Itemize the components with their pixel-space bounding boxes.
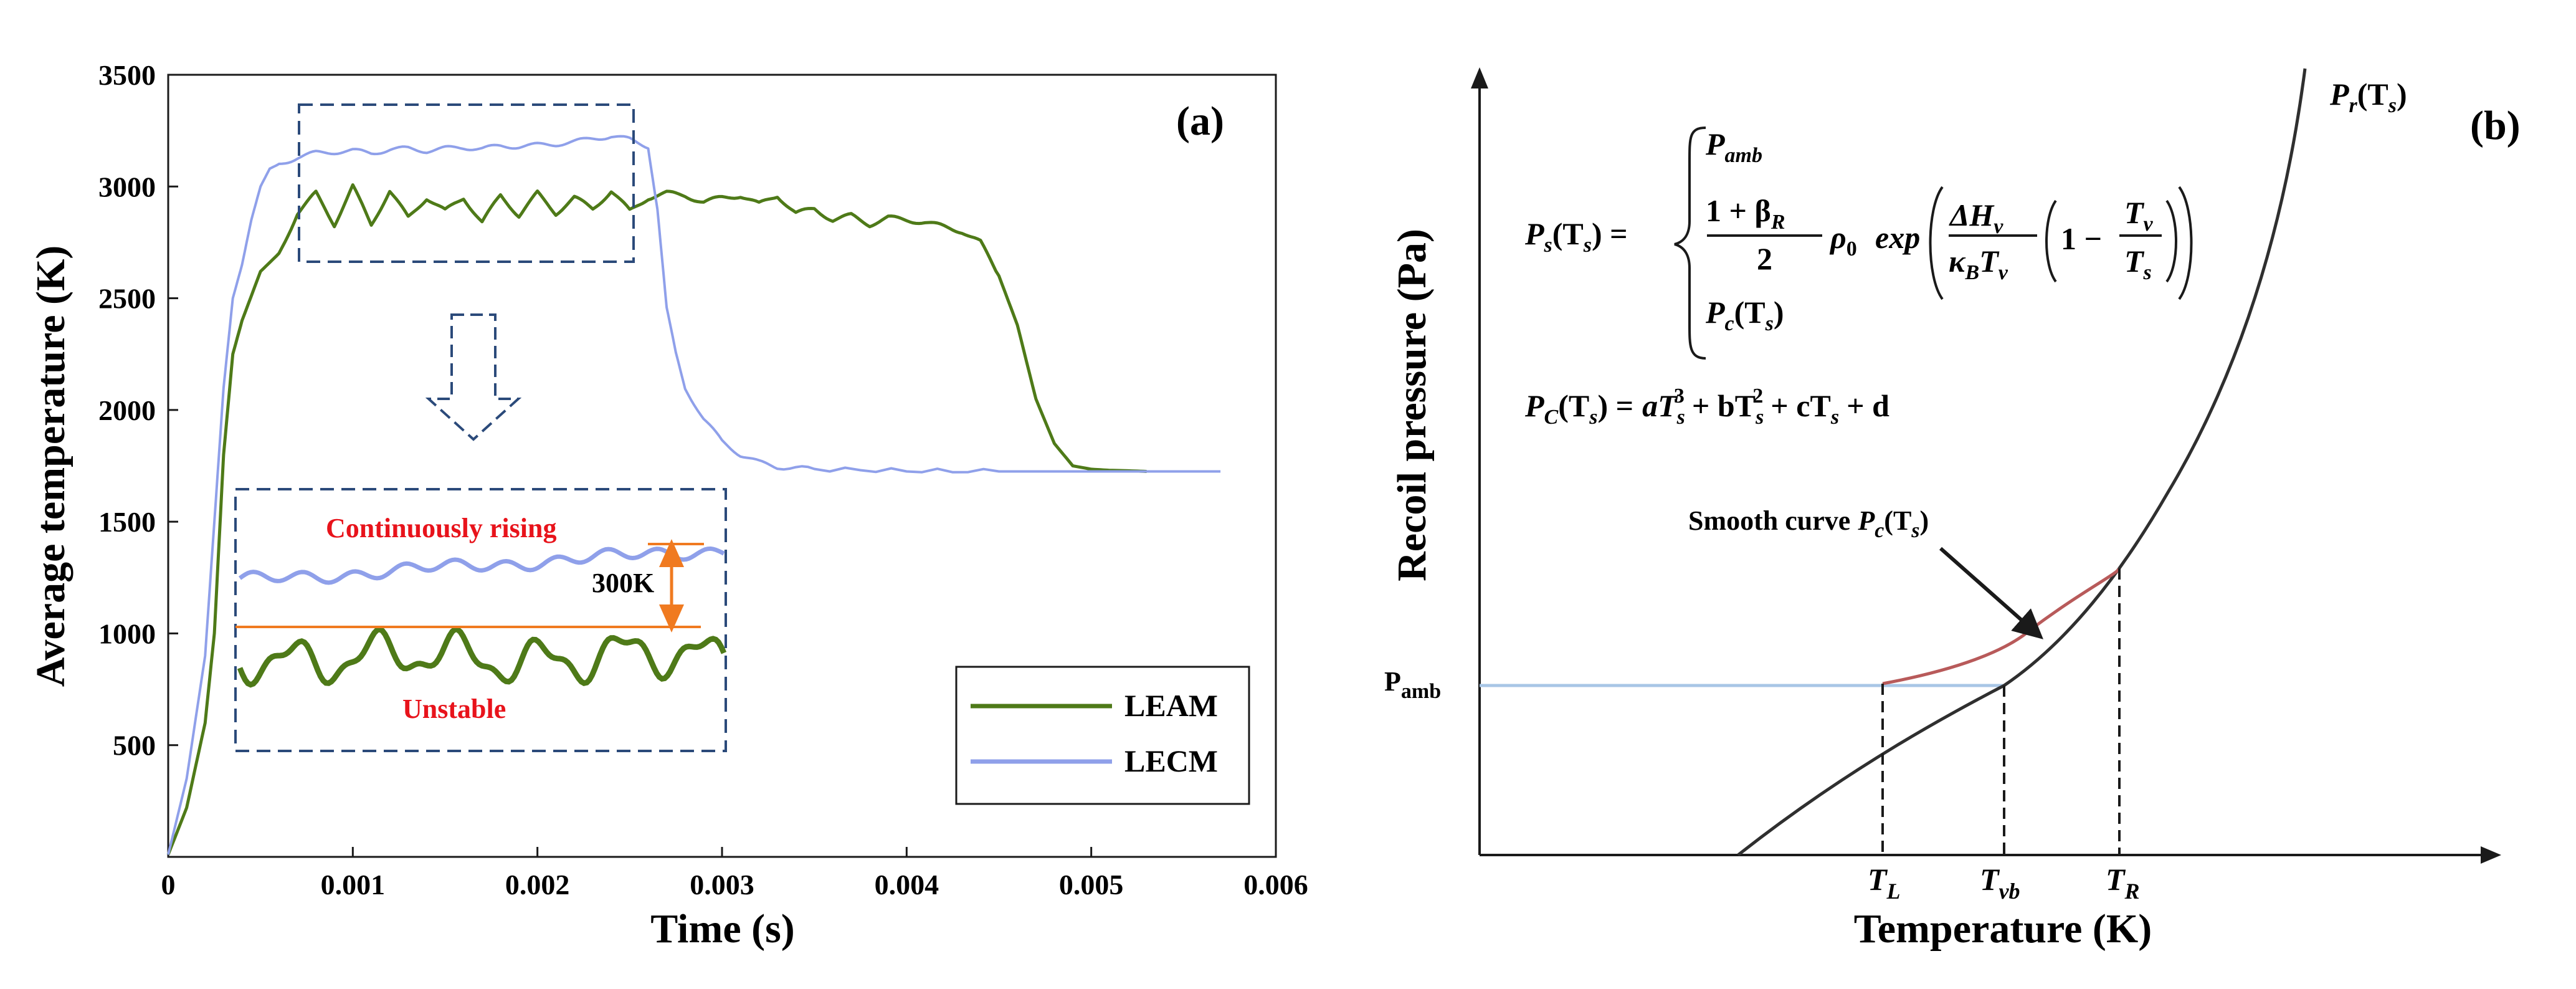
- eq-ps-lhs: Ps(Ts) =: [1524, 216, 1628, 257]
- eq-ps-inner-paren-right: [2165, 199, 2177, 283]
- panel-b-label: (b): [2470, 103, 2521, 148]
- eq-ps-case-2-exp: exp: [1875, 220, 1920, 255]
- eq-ps-outer-paren-right: [2178, 186, 2193, 300]
- y-tick-label-4: 2500: [98, 283, 156, 315]
- eq-ps-outer-paren-left: [1929, 186, 1944, 300]
- recoil-curve-label: Pr(Ts): [2329, 77, 2407, 117]
- eq-ps-inner-one-minus: 1 −: [2061, 221, 2102, 256]
- eq-ps-inner-denominator: κBTv: [1949, 244, 2008, 284]
- y-tick-label-5: 3000: [98, 171, 156, 203]
- x-tick-label-5: 0.005: [1059, 869, 1124, 901]
- eq-ps-frac2-numerator: Tv: [2124, 195, 2154, 236]
- t-l-label: TL: [1868, 862, 1901, 904]
- smooth-curve-label: Smooth curve Pc(Ts): [1688, 505, 1929, 542]
- t-r-label: TR: [2106, 862, 2140, 904]
- panel-b-y-arrow-icon: [1471, 67, 1488, 88]
- panel-a-zoom-inset: Continuously rising 300K Unstable: [234, 488, 727, 752]
- y-tick-label-2: 1500: [98, 506, 156, 538]
- zoom-inset-box: [234, 488, 727, 752]
- legend-label-leam: LEAM: [1124, 688, 1218, 723]
- eq-ps-case-3: Pc(Ts): [1705, 295, 1784, 335]
- x-tick-label-4: 0.004: [875, 869, 939, 901]
- equation-ps: Ps(Ts) = Pamb 1 + βR 2 ρ0 exp ΔHv κBTv 1…: [1524, 127, 2193, 360]
- eq-ps-case-2-rho: ρ0: [1829, 220, 1857, 260]
- y-tick-label-6: 3500: [98, 59, 156, 91]
- y-tick-label-0: 500: [113, 730, 156, 762]
- panel-a-y-ticks: 500 1000 1500 2000 2500 3000 3500: [98, 59, 178, 762]
- zoom-note-continuously-rising: Continuously rising: [326, 513, 556, 543]
- panel-a-x-ticks: 0 0.001 0.002 0.003 0.004 0.005 0.006: [161, 847, 1308, 901]
- zoom-lecm-line: [238, 546, 725, 585]
- recoil-pressure-curve: [1737, 68, 2307, 856]
- series-line-leam: [166, 183, 1147, 856]
- zoom-difference-label: 300K: [592, 568, 654, 598]
- p-amb-axis-label: Pamb: [1384, 666, 1441, 703]
- eq-ps-case-2-numerator: 1 + βR: [1706, 193, 1785, 234]
- zoom-leam-line: [237, 626, 727, 688]
- eq-ps-inner-paren-left: [2045, 199, 2057, 283]
- eq-ps-brace-icon: [1674, 127, 1706, 360]
- panel-a-zoom-arrow-icon: [425, 313, 522, 441]
- t-vb-label: Tvb: [1980, 862, 2020, 904]
- panel-a-x-axis-title: Time (s): [650, 906, 795, 952]
- panel-a-legend: LEAM LECM: [955, 666, 1250, 805]
- x-tick-label-1: 0.001: [321, 869, 386, 901]
- smooth-curve-pointer-arrow: [1939, 547, 2043, 639]
- series-line-lecm: [167, 135, 1221, 855]
- eq-ps-case-1: Pamb: [1705, 127, 1762, 167]
- x-tick-label-6: 0.006: [1243, 869, 1308, 901]
- panel-b-x-axis-title: Temperature (K): [1854, 906, 2152, 952]
- smooth-curve-segment: [1882, 567, 2121, 686]
- x-tick-label-3: 0.003: [690, 869, 754, 901]
- y-tick-label-3: 2000: [98, 394, 156, 426]
- panel-a-series: [166, 135, 1221, 856]
- panel-b-temperature-markers: TL Tvb TR: [1868, 862, 2140, 904]
- legend-label-lecm: LECM: [1124, 743, 1218, 778]
- panel-a-highlight-box: [298, 103, 635, 263]
- eq-ps-inner-numerator: ΔHv: [1949, 198, 2003, 238]
- legend-box: [955, 666, 1250, 805]
- panel-a-y-axis-title: Average temperature (K): [28, 246, 74, 687]
- y-tick-label-1: 1000: [98, 618, 156, 649]
- panel-b-y-axis-title: Recoil pressure (Pa): [1389, 229, 1435, 581]
- x-tick-label-2: 0.002: [505, 869, 570, 901]
- equation-pc: PC(Ts) = aTs3 + bTs2 + cTs + d: [1524, 385, 1889, 429]
- eq-ps-frac2-denominator: Ts: [2124, 244, 2152, 284]
- panel-a-label: (a): [1176, 98, 1224, 144]
- x-tick-label-0: 0: [161, 869, 176, 901]
- zoom-note-unstable: Unstable: [402, 694, 506, 724]
- panel-b-diagram: (b) Pr(Ts) Smooth curve Pc(Ts) Pamb TL Tv…: [1384, 67, 2521, 952]
- panel-b-x-arrow-icon: [2481, 846, 2501, 864]
- eq-ps-case-2-denominator: 2: [1757, 241, 1772, 276]
